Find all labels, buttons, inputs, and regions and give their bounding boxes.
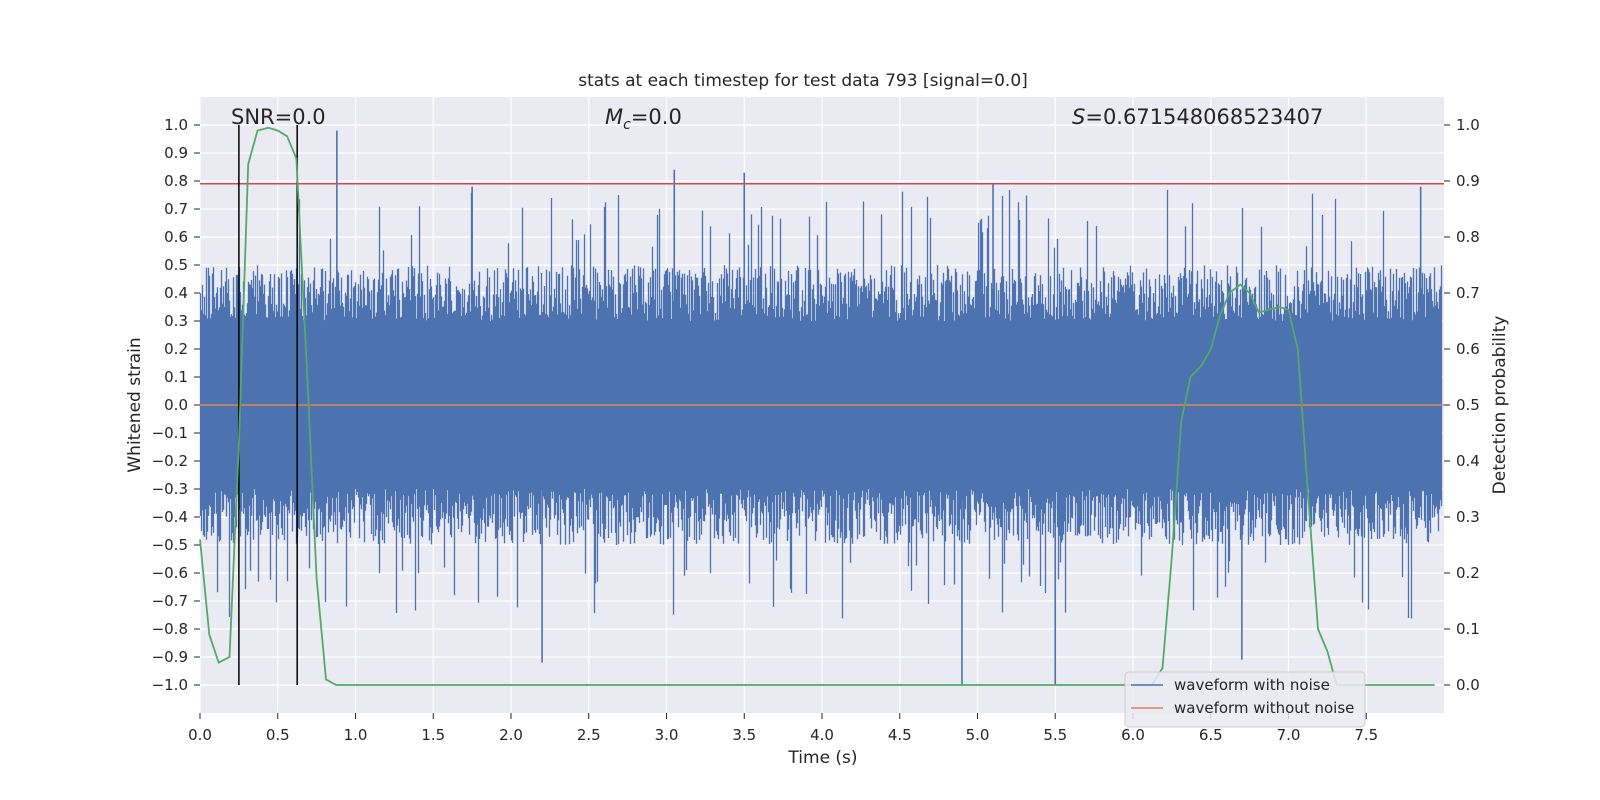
x-tick-label-6: 3.0 bbox=[655, 726, 679, 744]
right-tick-label-4: 0.6 bbox=[1456, 340, 1480, 358]
left-tick-label-1: 0.9 bbox=[164, 144, 188, 162]
legend: waveform with noise waveform without noi… bbox=[1124, 671, 1366, 728]
right-tick-label-3: 0.7 bbox=[1456, 284, 1480, 302]
left-tick-label-8: 0.2 bbox=[164, 340, 188, 358]
right-tick-label-5: 0.5 bbox=[1456, 396, 1480, 414]
right-y-axis: 1.0 0.9 0.8 0.7 0.6 0.5 0.4 0.3 0.2 0.1 0.0 bbox=[1444, 116, 1480, 694]
right-tick-label-10: 0.0 bbox=[1456, 676, 1480, 694]
s-symbol: S bbox=[1072, 105, 1085, 129]
left-tick-label-7: 0.3 bbox=[164, 312, 188, 330]
left-y-axis: 1.0 0.9 0.8 0.7 0.6 0.5 0.4 0.3 0.2 0.1 0.0 −0.1 −0.… bbox=[152, 116, 200, 694]
left-tick-label-18: −0.8 bbox=[152, 620, 188, 638]
right-tick-label-0: 1.0 bbox=[1456, 116, 1480, 134]
mc-value: =0.0 bbox=[631, 105, 682, 129]
left-tick-label-17: −0.7 bbox=[152, 592, 188, 610]
mc-symbol: M bbox=[605, 105, 623, 129]
x-tick-label-5: 2.5 bbox=[577, 726, 601, 744]
right-tick-label-1: 0.9 bbox=[1456, 172, 1480, 190]
left-tick-label-5: 0.5 bbox=[164, 256, 188, 274]
x-tick-label-15: 7.5 bbox=[1354, 726, 1378, 744]
snr-annotation: SNR=0.0 bbox=[231, 105, 326, 129]
left-tick-label-11: −0.1 bbox=[152, 424, 188, 442]
left-tick-label-12: −0.2 bbox=[152, 452, 188, 470]
left-tick-label-9: 0.1 bbox=[164, 368, 188, 386]
right-tick-label-6: 0.4 bbox=[1456, 452, 1480, 470]
left-tick-label-10: 0.0 bbox=[164, 396, 188, 414]
x-tick-label-10: 5.0 bbox=[966, 726, 990, 744]
x-tick-label-14: 7.0 bbox=[1277, 726, 1301, 744]
x-tick-label-7: 3.5 bbox=[732, 726, 756, 744]
legend-box bbox=[1124, 671, 1366, 728]
right-tick-label-2: 0.8 bbox=[1456, 228, 1480, 246]
left-tick-label-2: 0.8 bbox=[164, 172, 188, 190]
right-tick-label-8: 0.2 bbox=[1456, 564, 1480, 582]
right-axis-title: Detection probability bbox=[1490, 316, 1510, 495]
left-tick-label-19: −0.9 bbox=[152, 648, 188, 666]
right-tick-label-7: 0.3 bbox=[1456, 508, 1480, 526]
s-annotation: S=0.671548068523407 bbox=[1072, 105, 1323, 129]
left-tick-label-20: −1.0 bbox=[152, 676, 188, 694]
mc-annotation: Mc=0.0 bbox=[605, 105, 682, 133]
left-tick-label-3: 0.7 bbox=[164, 200, 188, 218]
x-tick-label-8: 4.0 bbox=[810, 726, 834, 744]
x-tick-label-2: 1.0 bbox=[344, 726, 368, 744]
left-tick-label-13: −0.3 bbox=[152, 480, 188, 498]
x-tick-label-0: 0.0 bbox=[188, 726, 212, 744]
x-tick-label-4: 2.0 bbox=[499, 726, 523, 744]
left-tick-label-4: 0.6 bbox=[164, 228, 188, 246]
left-tick-label-0: 1.0 bbox=[164, 116, 188, 134]
right-tick-label-9: 0.1 bbox=[1456, 620, 1480, 638]
x-tick-label-12: 6.0 bbox=[1121, 726, 1145, 744]
left-tick-label-15: −0.5 bbox=[152, 536, 188, 554]
x-tick-label-1: 0.5 bbox=[266, 726, 290, 744]
left-axis-title: Whitened strain bbox=[125, 337, 145, 472]
chart-title: stats at each timestep for test data 793… bbox=[578, 71, 1028, 91]
detection-probability-line bbox=[199, 126, 1435, 686]
x-axis: 0.0 0.5 1.0 1.5 2.0 2.5 3.0 3.5 4.0 4.5 5.0 5.5 6.0 6… bbox=[188, 713, 1378, 744]
x-tick-label-11: 5.5 bbox=[1043, 726, 1067, 744]
x-tick-label-13: 6.5 bbox=[1199, 726, 1223, 744]
left-tick-label-16: −0.6 bbox=[152, 564, 188, 582]
x-axis-title: Time (s) bbox=[787, 748, 857, 768]
mc-subscript: c bbox=[623, 117, 631, 133]
left-tick-label-6: 0.4 bbox=[164, 284, 188, 302]
x-tick-label-9: 4.5 bbox=[888, 726, 912, 744]
vertical-markers bbox=[238, 125, 298, 685]
legend-label-noise: waveform with noise bbox=[1174, 676, 1330, 694]
legend-label-clean: waveform without noise bbox=[1174, 699, 1354, 717]
left-tick-label-14: −0.4 bbox=[152, 508, 188, 526]
waveform-with-noise-series bbox=[199, 130, 1443, 685]
x-tick-label-3: 1.5 bbox=[421, 726, 445, 744]
s-value: =0.671548068523407 bbox=[1085, 105, 1323, 129]
